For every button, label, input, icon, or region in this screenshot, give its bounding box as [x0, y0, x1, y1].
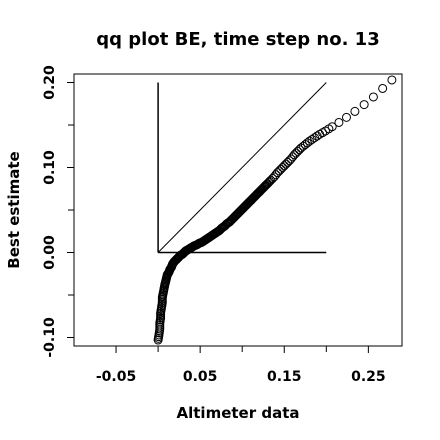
y-tick-label: -0.10	[42, 317, 58, 358]
data-point	[302, 138, 312, 148]
data-point	[387, 75, 397, 85]
y-tick-label: 0.20	[42, 65, 58, 100]
data-point	[310, 133, 320, 143]
data-point	[378, 83, 388, 93]
data-point	[291, 148, 301, 158]
data-point	[368, 92, 378, 102]
data-point	[279, 161, 289, 171]
data-point	[274, 166, 284, 176]
data-point	[281, 159, 291, 169]
x-axis-label: Altimeter data	[177, 404, 300, 422]
data-point	[304, 136, 314, 146]
x-tick-label: 0.05	[183, 369, 218, 385]
data-point	[276, 164, 286, 174]
data-point	[262, 179, 272, 189]
data-point	[327, 122, 337, 132]
data-point	[289, 150, 299, 160]
reference-lines	[157, 82, 327, 254]
x-axis: -0.05 0.05 0.15 0.25	[96, 346, 386, 385]
y-tick-label: 0.10	[42, 150, 58, 185]
identity-line	[157, 82, 327, 253]
data-point	[307, 134, 317, 144]
data-point	[334, 117, 344, 127]
data-point	[278, 163, 288, 172]
data-point	[265, 176, 275, 186]
data-point	[283, 157, 293, 167]
data-point	[266, 175, 276, 185]
x-tick-label: 0.25	[351, 369, 386, 385]
y-tick-label: 0.00	[42, 235, 58, 270]
chart-title: qq plot BE, time step no. 13	[96, 29, 379, 50]
data-point	[341, 112, 351, 122]
y-axis-label: Best estimate	[5, 151, 23, 268]
x-tick-label: -0.05	[96, 369, 136, 385]
y-axis: -0.10 0.00 0.10 0.20	[42, 65, 74, 358]
data-points	[153, 75, 397, 345]
data-point	[350, 106, 360, 116]
data-point	[273, 168, 283, 178]
data-point	[293, 146, 303, 156]
x-tick-label: 0.15	[267, 369, 302, 385]
data-point	[259, 182, 269, 192]
data-point	[359, 100, 369, 110]
